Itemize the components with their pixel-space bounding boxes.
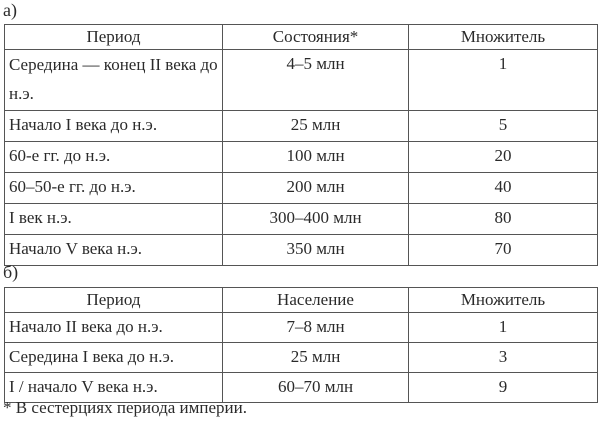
period-cell: Начало II века до н.э. — [4, 312, 223, 343]
period-cell: 60-е гг. до н.э. — [4, 141, 223, 173]
period-cell: Начало I века до н.э. — [4, 110, 223, 142]
multiplier-cell: 70 — [408, 234, 598, 266]
period-cell: Середина I века до н.э. — [4, 342, 223, 373]
column-header: Период — [4, 287, 223, 313]
value-cell: 100 млн — [222, 141, 409, 173]
multiplier-cell: 20 — [408, 141, 598, 173]
multiplier-cell: 1 — [408, 312, 598, 343]
table-row: Середина — конец II века до н.э. 4–5 млн… — [4, 49, 598, 111]
value-cell: 25 млн — [222, 342, 409, 373]
table-a-label: а) — [3, 0, 17, 20]
table-row: Начало I века до н.э. 25 млн 5 — [4, 110, 598, 142]
period-cell: Начало V века н.э. — [4, 234, 223, 266]
table-b: Период Население Множитель Начало II век… — [4, 287, 598, 403]
value-cell: 60–70 млн — [222, 372, 409, 403]
table-row: I / начало V века н.э. 60–70 млн 9 — [4, 372, 598, 403]
period-cell: I век н.э. — [4, 203, 223, 235]
value-cell: 25 млн — [222, 110, 409, 142]
column-header: Состояния* — [222, 24, 409, 50]
value-cell: 350 млн — [222, 234, 409, 266]
multiplier-cell: 3 — [408, 342, 598, 373]
column-header: Множитель — [408, 24, 598, 50]
table-row: Начало V века н.э. 350 млн 70 — [4, 234, 598, 266]
period-cell: I / начало V века н.э. — [4, 372, 223, 403]
multiplier-cell: 9 — [408, 372, 598, 403]
period-cell: 60–50-е гг. до н.э. — [4, 172, 223, 204]
multiplier-cell: 1 — [408, 49, 598, 111]
table-row: I век н.э. 300–400 млн 80 — [4, 203, 598, 235]
value-cell: 7–8 млн — [222, 312, 409, 343]
value-cell: 200 млн — [222, 172, 409, 204]
multiplier-cell: 40 — [408, 172, 598, 204]
table-header-row: Период Состояния* Множитель — [4, 24, 598, 50]
table-row: Начало II века до н.э. 7–8 млн 1 — [4, 312, 598, 343]
value-cell: 300–400 млн — [222, 203, 409, 235]
table-row: Середина I века до н.э. 25 млн 3 — [4, 342, 598, 373]
table-header-row: Период Население Множитель — [4, 287, 598, 313]
multiplier-cell: 80 — [408, 203, 598, 235]
column-header: Множитель — [408, 287, 598, 313]
table-row: 60-е гг. до н.э. 100 млн 20 — [4, 141, 598, 173]
table-a: Период Состояния* Множитель Середина — к… — [4, 24, 598, 266]
multiplier-cell: 5 — [408, 110, 598, 142]
table-b-label: б) — [3, 262, 19, 282]
period-cell: Середина — конец II века до н.э. — [4, 49, 223, 111]
table-row: 60–50-е гг. до н.э. 200 млн 40 — [4, 172, 598, 204]
column-header: Период — [4, 24, 223, 50]
value-cell: 4–5 млн — [222, 49, 409, 111]
column-header: Население — [222, 287, 409, 313]
footnote: * В сестерциях периода империи. — [3, 398, 247, 417]
